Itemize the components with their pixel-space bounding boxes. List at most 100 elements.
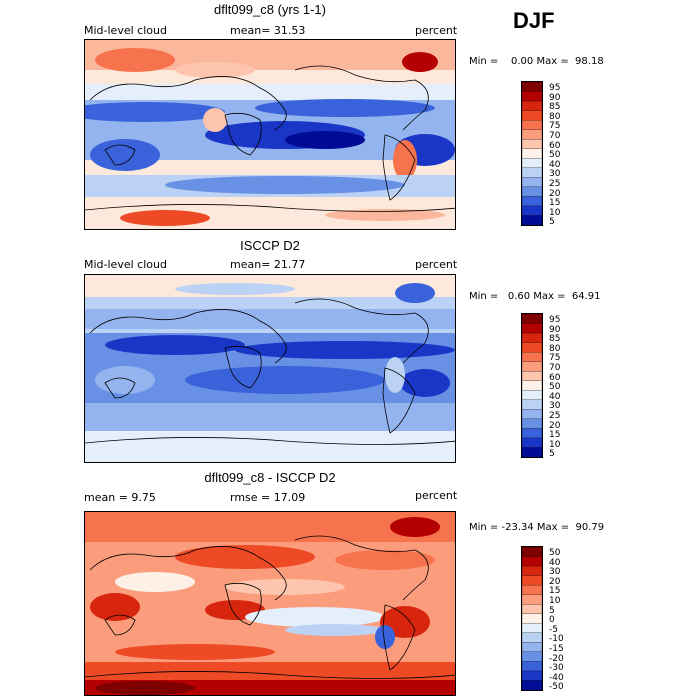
panel-3-units-label: percent <box>415 489 458 502</box>
colorbar-swatch <box>522 437 542 449</box>
colorbar-swatch <box>522 399 542 410</box>
cbar-tick: 90 <box>549 324 561 335</box>
panel-3-minmax: Min = -23.34 Max = 90.79 <box>469 522 605 533</box>
colorbar-swatch <box>522 680 542 690</box>
panel-1-colorbar <box>521 81 543 226</box>
cbar-tick: -5 <box>549 624 558 635</box>
colorbar-swatch <box>522 119 542 131</box>
panel-3-mean-label: mean = 9.75 <box>84 491 156 504</box>
cbar-tick: 70 <box>549 363 561 373</box>
cbar-tick: 10 <box>549 207 561 218</box>
colorbar-swatch <box>522 390 542 401</box>
colorbar-swatch <box>522 215 542 225</box>
panel-2-left-label: Mid-level cloud <box>84 258 167 271</box>
cbar-tick: -10 <box>549 634 564 645</box>
cbar-tick: 40 <box>549 159 561 170</box>
cbar-tick: 95 <box>549 83 561 93</box>
cbar-tick: 80 <box>549 343 561 354</box>
panel-3-map <box>84 511 456 696</box>
cbar-tick: 10 <box>549 596 561 606</box>
colorbar-swatch <box>522 100 542 112</box>
colorbar-swatch <box>522 380 542 391</box>
cbar-tick: -30 <box>549 663 564 674</box>
panel-1-minmax: Min = 0.00 Max = 98.18 <box>469 56 604 67</box>
colorbar-swatch <box>522 575 542 586</box>
cbar-tick: 5 <box>549 217 555 228</box>
colorbar-swatch <box>522 661 542 672</box>
cbar-tick: 95 <box>549 315 561 325</box>
colorbar-swatch <box>522 371 542 382</box>
cbar-tick: 50 <box>549 150 561 161</box>
cbar-tick: -20 <box>549 653 564 664</box>
cbar-tick: -15 <box>549 644 564 654</box>
cbar-tick: 85 <box>549 102 561 113</box>
colorbar-swatch <box>522 428 542 439</box>
cbar-tick: 25 <box>549 411 561 421</box>
panel-2-title: ISCCP D2 <box>240 238 300 253</box>
cbar-tick: 20 <box>549 576 561 587</box>
colorbar-swatch <box>522 556 542 567</box>
cbar-tick: 50 <box>549 382 561 393</box>
cbar-tick: 15 <box>549 430 561 441</box>
colorbar-swatch <box>522 351 542 363</box>
cbar-tick: 60 <box>549 372 561 383</box>
colorbar-swatch <box>522 418 542 430</box>
colorbar-swatch <box>522 110 542 121</box>
cbar-tick: -50 <box>549 682 564 693</box>
panel-1-title: dflt099_c8 (yrs 1-1) <box>214 2 326 17</box>
cbar-tick: 90 <box>549 92 561 103</box>
cbar-tick: 15 <box>549 586 561 597</box>
colorbar-swatch <box>522 632 542 643</box>
colorbar-swatch <box>522 186 542 198</box>
colorbar-swatch <box>522 613 542 624</box>
panel-2-minmax: Min = 0.60 Max = 64.91 <box>469 291 601 302</box>
colorbar-swatch <box>522 158 542 169</box>
panel-1-mean-label: mean= 31.53 <box>230 24 306 37</box>
cbar-tick: 75 <box>549 353 561 364</box>
colorbar-swatch <box>522 139 542 150</box>
season-label: DJF <box>513 8 555 33</box>
panel-2-map <box>84 274 456 463</box>
cbar-tick: -40 <box>549 672 564 683</box>
cbar-tick: 70 <box>549 131 561 141</box>
panel-1-map <box>84 39 456 230</box>
colorbar-swatch <box>522 594 542 605</box>
panel-1-left-label: Mid-level cloud <box>84 24 167 37</box>
panel-2-colorbar <box>521 313 543 458</box>
cbar-tick: 30 <box>549 567 561 578</box>
colorbar-swatch <box>522 314 542 325</box>
colorbar-swatch <box>522 177 542 188</box>
colorbar-swatch <box>522 565 542 577</box>
cbar-tick: 30 <box>549 169 561 180</box>
colorbar-swatch <box>522 447 542 457</box>
cbar-tick: 20 <box>549 188 561 199</box>
cbar-tick: 30 <box>549 401 561 412</box>
cbar-tick: 10 <box>549 439 561 450</box>
colorbar-swatch <box>522 623 542 634</box>
colorbar-swatch <box>522 91 542 102</box>
cbar-tick: 25 <box>549 179 561 189</box>
colorbar-swatch <box>522 332 542 344</box>
colorbar-swatch <box>522 409 542 420</box>
cbar-tick: 5 <box>549 605 555 616</box>
colorbar-swatch <box>522 584 542 596</box>
colorbar-swatch <box>522 196 542 207</box>
panel-1-units-label: percent <box>415 24 458 37</box>
colorbar-swatch <box>522 651 542 663</box>
cbar-tick: 0 <box>549 615 555 626</box>
panel-3-colorbar <box>521 546 543 691</box>
colorbar-swatch <box>522 82 542 93</box>
colorbar-swatch <box>522 205 542 217</box>
colorbar-swatch <box>522 129 542 140</box>
colorbar-swatch <box>522 148 542 159</box>
colorbar-swatch <box>522 361 542 372</box>
cbar-tick: 40 <box>549 391 561 402</box>
panel-2-units-label: percent <box>415 258 458 271</box>
panel-3-rmse-label: rmse = 17.09 <box>230 491 306 504</box>
cbar-tick: 50 <box>549 548 561 558</box>
colorbar-swatch <box>522 670 542 682</box>
cbar-tick: 60 <box>549 140 561 151</box>
colorbar-swatch <box>522 604 542 615</box>
colorbar-swatch <box>522 167 542 178</box>
cbar-tick: 75 <box>549 121 561 132</box>
